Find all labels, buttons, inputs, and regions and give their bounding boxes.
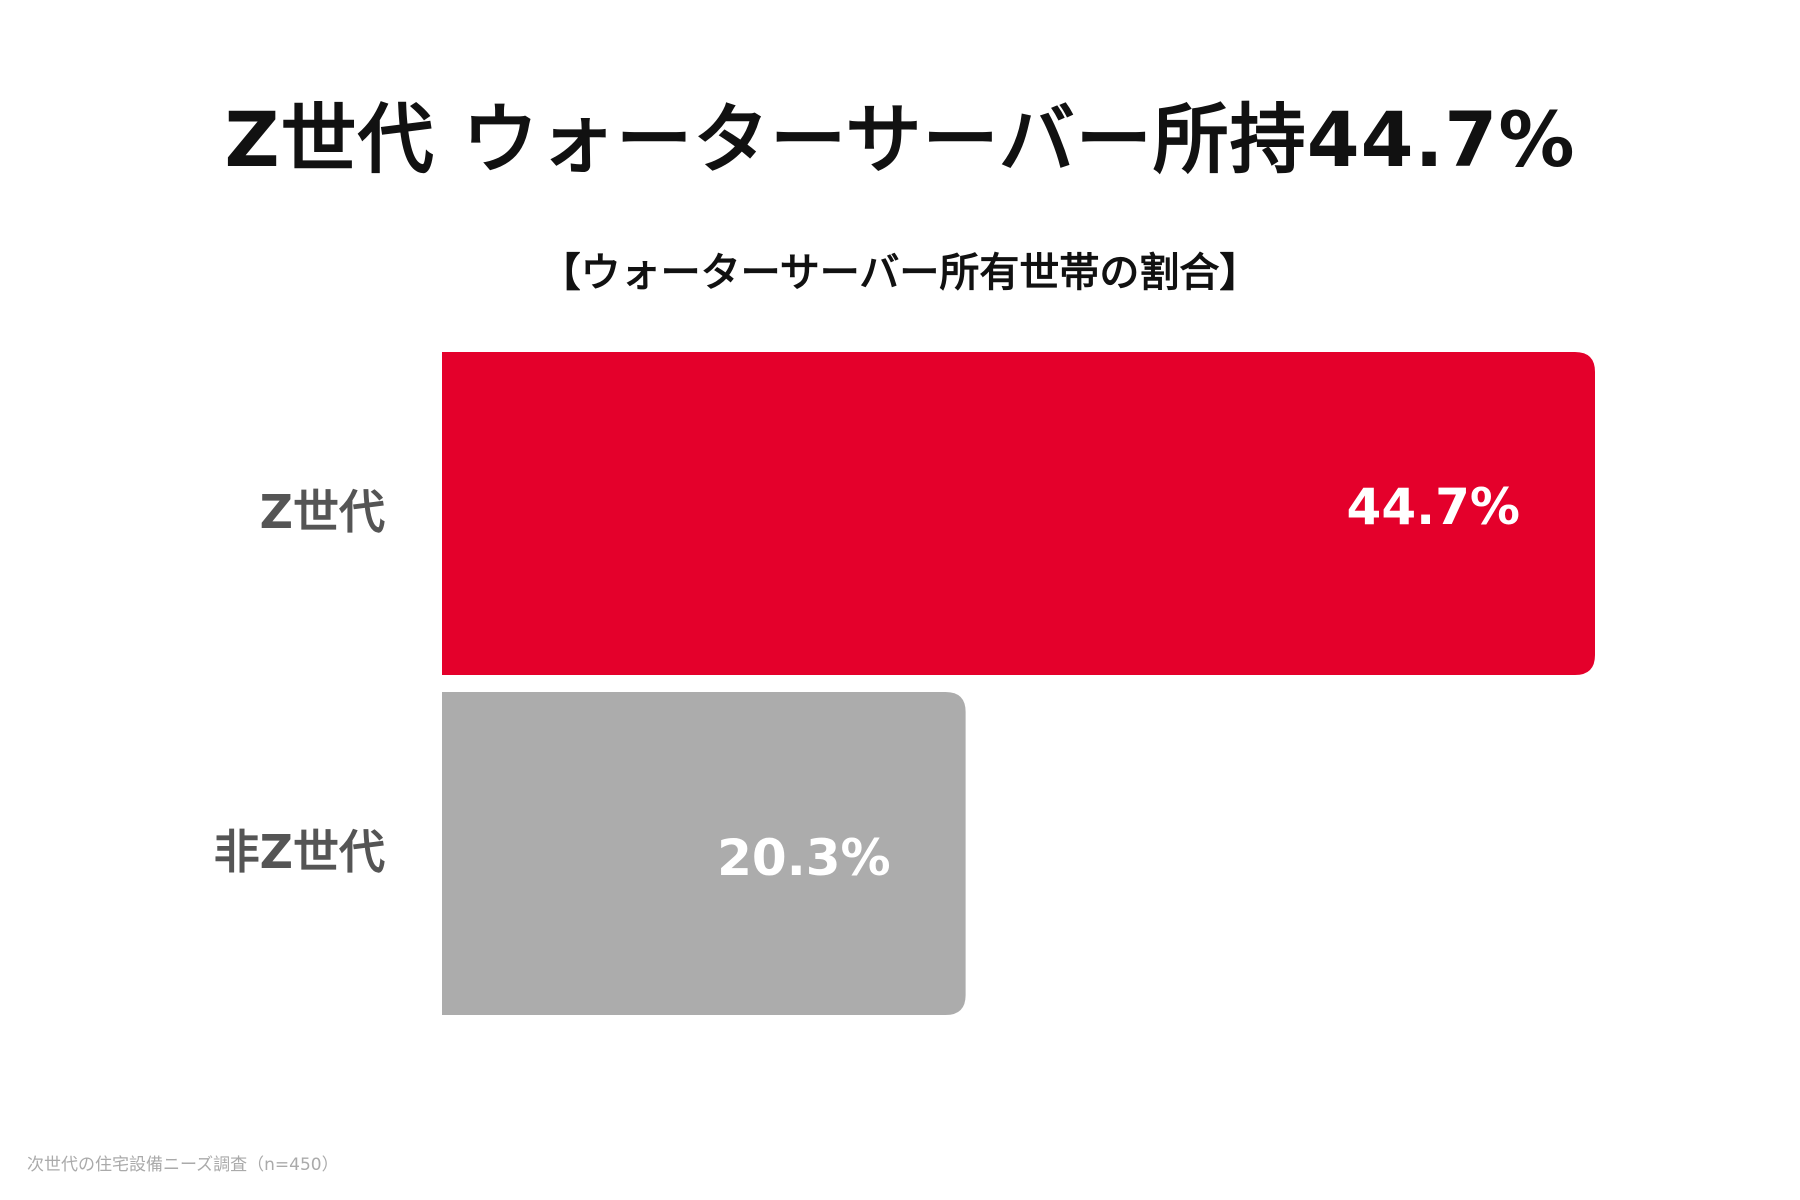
category-label-2: 非Z世代 [214, 825, 385, 879]
value-label-2: 20.3% [717, 829, 890, 887]
bar-1 [442, 352, 1595, 675]
chart-subtitle: 【ウォーターサーバー所有世帯の割合】 [540, 250, 1260, 296]
source-note: 次世代の住宅設備ニーズ調査（n=450） [27, 1155, 339, 1175]
bars-layer [442, 352, 1595, 1015]
bar-2 [442, 692, 966, 1015]
labels-layer: Z世代 44.7% 非Z世代 20.3% [214, 478, 1520, 887]
value-label-1: 44.7% [1347, 478, 1520, 536]
category-label-1: Z世代 [260, 485, 385, 539]
chart-title: Z世代 ウォーターサーバー所持44.7% [224, 95, 1576, 184]
